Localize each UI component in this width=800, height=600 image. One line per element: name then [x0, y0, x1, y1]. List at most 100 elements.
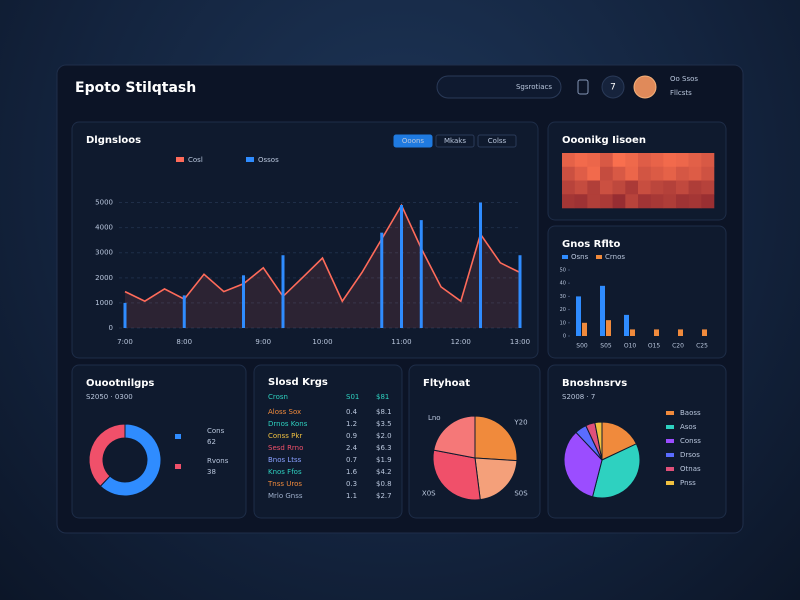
legend-value: 38 [207, 468, 216, 476]
y-tick-label: 4000 [95, 224, 113, 232]
heat-cell [701, 166, 715, 181]
table-cell: Tnss Uros [267, 480, 302, 488]
y-tick-label: 3000 [95, 249, 113, 257]
y-tick-label: 0 [563, 334, 566, 340]
heat-cell [574, 194, 588, 209]
x-tick-label: S05 [600, 343, 612, 350]
heat-cell [650, 194, 664, 209]
tab[interactable] [393, 134, 433, 148]
heat-cell [688, 180, 702, 195]
heat-cell [562, 153, 575, 168]
user-role: Fllcsts [670, 89, 692, 97]
slice [99, 423, 162, 497]
slice [432, 449, 481, 501]
notification-icon[interactable] [577, 79, 589, 95]
table-cell: 1.2 [346, 420, 357, 428]
table-cell: 1.1 [346, 492, 357, 500]
heat-cell [688, 194, 702, 209]
heat-cell [663, 166, 677, 181]
x-tick-label: 12:00 [451, 338, 471, 346]
y-tick-label: 1000 [95, 299, 113, 307]
table-cell: 1.6 [346, 468, 358, 476]
slice [474, 415, 518, 462]
y-tick-label: 0 [109, 324, 113, 332]
avatar[interactable] [633, 75, 657, 99]
legend-label: Rvons [207, 457, 229, 465]
x-tick-label: 7:00 [117, 338, 133, 346]
subtitle: S2050 · 0300 [86, 393, 133, 401]
legend-swatch [562, 255, 568, 259]
badge-count: 7 [610, 83, 616, 93]
panel-title: Ouootnilgps [86, 378, 154, 389]
bar [419, 220, 423, 328]
table-cell: Aloss Sox [268, 408, 301, 416]
legend-label: Drsos [680, 451, 700, 459]
bar [242, 275, 245, 328]
heat-cell [600, 194, 613, 209]
tab-label[interactable]: Colss [488, 137, 507, 145]
slice [88, 423, 126, 487]
legend-label: Osns [571, 253, 589, 261]
legend-swatch [666, 467, 674, 471]
heat-cell [625, 153, 639, 168]
x-tick-label: 13:00 [510, 338, 530, 346]
bar [624, 314, 629, 336]
user-name: Oo Ssos [670, 75, 698, 83]
table-cell: $2.0 [376, 432, 392, 440]
y-tick-label: 50 [560, 268, 566, 274]
search-box[interactable] [436, 75, 562, 99]
table-cell: Conss Pkr [268, 432, 302, 440]
tab[interactable] [477, 134, 517, 148]
table-cell: $6.3 [376, 444, 392, 452]
heat-cell [663, 194, 677, 209]
heat-cell [638, 153, 651, 168]
y-tick-label: 30 [560, 294, 566, 300]
x-tick-label: O15 [648, 343, 661, 350]
legend-swatch [596, 255, 602, 259]
table-cell: $4.2 [376, 468, 392, 476]
x-tick-label: S00 [576, 343, 588, 350]
table-cell: $2.7 [376, 492, 392, 500]
legend-swatch [176, 157, 184, 162]
table-cell: $1.9 [376, 456, 392, 464]
badge[interactable] [601, 75, 625, 99]
slice [591, 443, 641, 499]
heat-cell [676, 194, 689, 209]
search-placeholder[interactable]: Sgsrotiacs [516, 83, 552, 91]
legend-swatch [666, 411, 674, 415]
x-tick-label: 10:00 [312, 338, 332, 346]
legend-label: Asos [680, 423, 697, 431]
table-cell: 2.4 [346, 444, 358, 452]
heat-cell [562, 180, 575, 195]
heat-cell [650, 153, 664, 168]
tab[interactable] [435, 134, 475, 148]
heat-cell [587, 153, 601, 168]
heat-cell [638, 166, 651, 181]
tab-label[interactable]: Mkaks [444, 137, 466, 145]
legend-label: Baoss [680, 409, 701, 417]
legend-swatch [666, 425, 674, 429]
table-cell: Knos Ffos [268, 468, 302, 476]
heat-cell [676, 153, 689, 168]
heat-cell [701, 194, 715, 209]
legend-label: Conss [680, 437, 701, 445]
x-tick-label: C20 [672, 343, 684, 350]
heat-cell [625, 166, 639, 181]
app-title: Epoto Stilqtash [75, 80, 196, 96]
legend-swatch [246, 157, 254, 162]
heat-cell [612, 180, 626, 195]
table-cell: $3.5 [376, 420, 392, 428]
bar [518, 255, 522, 328]
heat-cell [650, 180, 664, 195]
heat-cell [574, 153, 588, 168]
legend-swatch [666, 481, 674, 485]
heat-cell [562, 194, 575, 209]
panel-title: Gnos Rflto [562, 239, 621, 250]
panel-title: Fltyhoat [423, 378, 470, 389]
table-header: S01 [346, 393, 359, 401]
tab-label[interactable]: Ooons [402, 137, 425, 145]
y-tick-label: 10 [560, 320, 566, 326]
table-cell: 0.4 [346, 408, 358, 416]
heat-cell [574, 180, 588, 195]
